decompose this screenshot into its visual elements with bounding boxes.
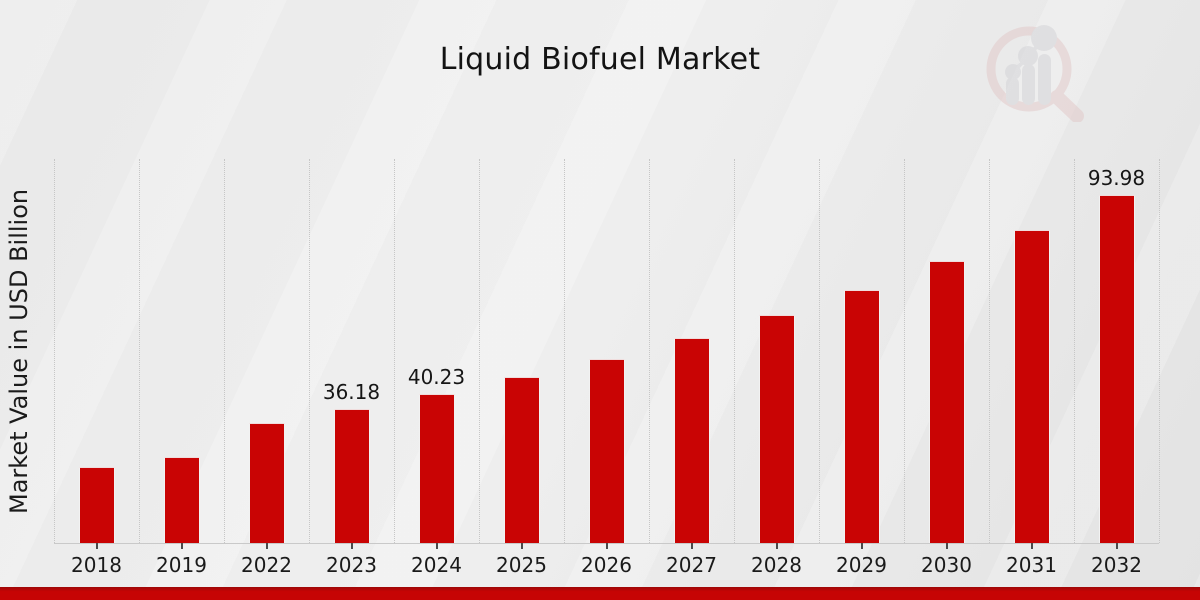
bar-2022 (248, 423, 285, 543)
footer-accent-bar (0, 587, 1200, 600)
gridline (564, 159, 565, 543)
x-tick-label-2018: 2018 (71, 553, 122, 577)
axis-tick (945, 543, 948, 549)
bar-2027 (673, 338, 710, 543)
gridline (139, 159, 140, 543)
value-label-2023: 36.18 (322, 380, 381, 404)
x-tick-label-2024: 2024 (411, 553, 462, 577)
axis-tick (520, 543, 523, 549)
gridline (819, 159, 820, 543)
bar-2029 (843, 290, 880, 543)
gridline (649, 159, 650, 543)
axis-tick (1115, 543, 1118, 549)
bar-2026 (588, 359, 625, 543)
gridline (479, 159, 480, 543)
axis-tick (860, 543, 863, 549)
y-axis-label: Market Value in USD Billion (5, 188, 33, 514)
x-tick-label-2031: 2031 (1006, 553, 1057, 577)
plot-area: 2018 2019 2022 36.18 2023 40.23 2024 2025 2026 20… (54, 159, 1160, 577)
axis-tick (775, 543, 778, 549)
bar-2030 (928, 261, 965, 543)
axis-tick (1030, 543, 1033, 549)
x-tick-label-2025: 2025 (496, 553, 547, 577)
gridline (309, 159, 310, 543)
bar-2031 (1013, 230, 1050, 543)
value-label-2032: 93.98 (1087, 166, 1146, 190)
x-tick-label-2023: 2023 (326, 553, 377, 577)
axis-tick (605, 543, 608, 549)
axis-tick (350, 543, 353, 549)
x-tick-label-2029: 2029 (836, 553, 887, 577)
gridline (54, 159, 55, 543)
bar-2019 (163, 457, 200, 543)
value-label-2024: 40.23 (407, 365, 466, 389)
axis-tick (435, 543, 438, 549)
bar-2028 (758, 315, 795, 543)
gridline (1159, 159, 1160, 543)
axis-tick (690, 543, 693, 549)
bar-2032 (1098, 195, 1135, 543)
x-tick-label-2028: 2028 (751, 553, 802, 577)
bar-2023 (333, 409, 370, 543)
bar-2024 (418, 394, 455, 543)
gridline (904, 159, 905, 543)
x-tick-label-2019: 2019 (156, 553, 207, 577)
x-tick-label-2022: 2022 (241, 553, 292, 577)
gridline (1074, 159, 1075, 543)
axis-tick (180, 543, 183, 549)
x-tick-label-2026: 2026 (581, 553, 632, 577)
gridline (734, 159, 735, 543)
x-tick-label-2030: 2030 (921, 553, 972, 577)
page-title: Liquid Biofuel Market (439, 42, 761, 77)
x-tick-label-2032: 2032 (1091, 553, 1142, 577)
axis-tick (95, 543, 98, 549)
gridline (989, 159, 990, 543)
x-tick-label-2027: 2027 (666, 553, 717, 577)
bar-2025 (503, 377, 540, 543)
gridline (394, 159, 395, 543)
magnifier-bar-chart-icon (986, 25, 1084, 122)
bar-2018 (78, 467, 115, 543)
gridline (224, 159, 225, 543)
axis-tick (265, 543, 268, 549)
